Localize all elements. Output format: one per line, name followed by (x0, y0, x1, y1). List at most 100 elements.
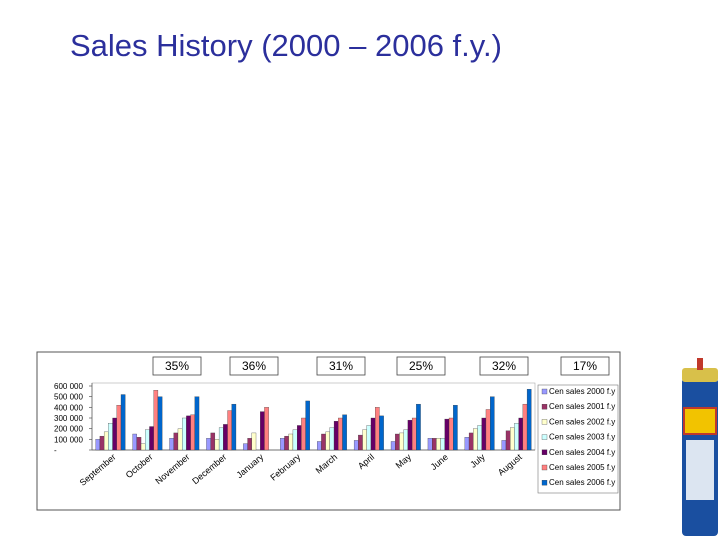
y-tick-label: 500 000 (54, 393, 83, 402)
bar (490, 396, 495, 451)
bar (411, 417, 417, 451)
bar (333, 421, 339, 451)
bar (366, 425, 372, 451)
bar (464, 437, 470, 451)
annotation: 36% (242, 359, 266, 373)
bar (427, 438, 433, 451)
bar (292, 429, 298, 451)
bar (95, 439, 101, 451)
y-tick-label: 600 000 (54, 382, 83, 391)
legend-swatch (541, 419, 548, 425)
bar (243, 443, 248, 451)
can-top (682, 368, 718, 382)
bar (284, 435, 289, 451)
annotation: 32% (492, 359, 516, 373)
bar (132, 433, 137, 451)
legend-swatch (541, 388, 548, 395)
bar (510, 427, 515, 451)
bar (432, 438, 437, 451)
bar (280, 438, 285, 451)
bar (468, 432, 474, 451)
y-tick-label: 100 000 (54, 435, 83, 444)
annotation-box (152, 356, 202, 376)
bar (375, 407, 380, 451)
legend-label: Cen sales 2001 f.y (549, 402, 615, 411)
bar (157, 396, 163, 451)
bar (329, 427, 335, 451)
bar (297, 425, 302, 451)
bar (353, 440, 359, 451)
legend-label: Cen sales 2003 f.y (549, 433, 615, 442)
annotation-box (560, 356, 610, 376)
bar (153, 390, 159, 451)
bar (264, 407, 269, 451)
bar (210, 432, 216, 451)
bar (514, 423, 519, 451)
bar (190, 414, 195, 451)
bar (182, 417, 187, 451)
bar (173, 432, 179, 451)
y-tick-label: 400 000 (54, 403, 83, 412)
y-tick-label: 300 000 (54, 414, 83, 423)
y-tick-label: - (54, 446, 57, 455)
bar (260, 411, 265, 451)
bar (526, 389, 532, 451)
legend-swatch (541, 434, 548, 440)
bar (505, 430, 511, 451)
annotation: 35% (165, 359, 189, 373)
legend-label: Cen sales 2000 f.y (549, 387, 615, 396)
bar (305, 400, 310, 451)
bar (120, 394, 126, 451)
bar (301, 417, 306, 451)
bar (149, 426, 154, 451)
bar (136, 437, 142, 451)
bar (325, 431, 330, 451)
can-nozzle (697, 358, 703, 370)
bar (223, 424, 228, 451)
bar (440, 438, 445, 451)
bar (448, 417, 454, 451)
bar (395, 433, 400, 451)
bar (444, 418, 450, 451)
legend-label: Cen sales 2002 f.y (549, 417, 615, 426)
legend-swatch (541, 480, 548, 486)
annotation: 31% (329, 359, 353, 373)
bar (338, 417, 343, 451)
bar (194, 396, 200, 451)
bar (112, 417, 117, 451)
bar (251, 432, 257, 451)
legend-label: Cen sales 2005 f.y (549, 463, 615, 472)
bar (416, 403, 421, 451)
bar (362, 429, 367, 451)
bar (407, 419, 413, 451)
can-panel (686, 440, 714, 500)
bar (522, 403, 528, 451)
bar (399, 432, 404, 451)
bar (477, 425, 482, 451)
bar (501, 440, 507, 451)
annotation: 25% (409, 359, 433, 373)
bar (379, 415, 384, 451)
bar (108, 423, 113, 451)
bar (218, 427, 224, 451)
annotation-box (479, 356, 529, 376)
bar (436, 438, 441, 451)
bar (481, 417, 487, 451)
slide-title: Sales History (2000 – 2006 f.y.) (70, 28, 502, 63)
bar (403, 429, 409, 451)
bar (186, 415, 191, 451)
bar (99, 435, 105, 451)
annotation-box (396, 356, 446, 376)
can-label (683, 407, 717, 435)
bar (518, 417, 524, 451)
bar (227, 410, 232, 451)
legend-label: Cen sales 2004 f.y (549, 448, 615, 457)
annotation: 17% (573, 359, 597, 373)
bar (288, 433, 294, 451)
bar (206, 438, 211, 451)
bar (485, 409, 491, 451)
bar (247, 438, 252, 451)
bar (453, 405, 458, 451)
